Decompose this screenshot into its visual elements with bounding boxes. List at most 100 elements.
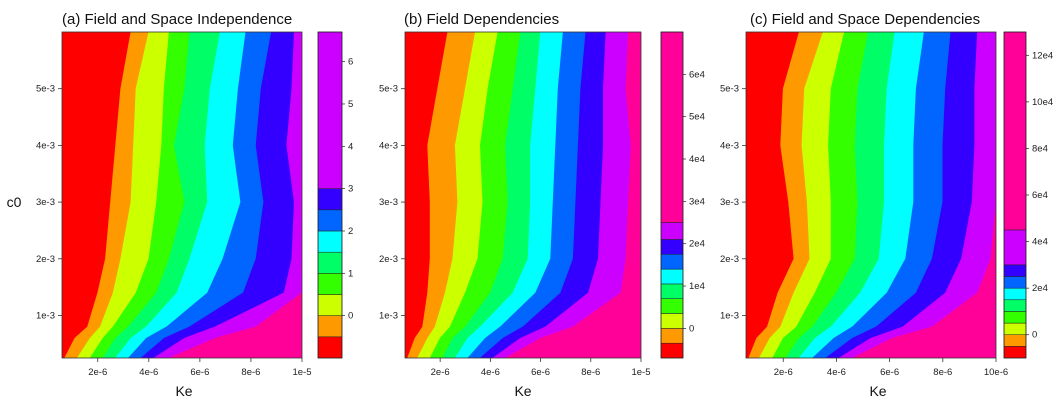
color-legend-b: 0 1e4 2e4 3e4 4e4 5e4 6e4 xyxy=(660,31,705,359)
legend-tick-label: 3e4 xyxy=(689,196,705,207)
x-tick-label: 8e-6 xyxy=(933,367,952,378)
y-tick-label: 1e-3 xyxy=(720,310,739,321)
x-tick-label: 6e-6 xyxy=(880,367,899,378)
y-tick-label: 2e-3 xyxy=(36,254,55,265)
legend-tick-label: 2e4 xyxy=(689,239,705,250)
y-tick-label: 1e-3 xyxy=(36,310,55,321)
legend-swatch xyxy=(660,342,684,359)
x-tick-label: 8e-6 xyxy=(581,367,600,378)
legend-tick-label: 4e4 xyxy=(348,141,353,152)
contour-regions-a xyxy=(62,32,302,358)
legend-tick-label: 3e4 xyxy=(348,184,353,195)
legend-swatch xyxy=(317,188,343,211)
legend-swatch xyxy=(317,336,343,359)
legend-swatch xyxy=(317,273,343,295)
legend-frame xyxy=(660,31,684,359)
legend-tick-label: 1e4 xyxy=(689,281,705,292)
x-tick-label: 10e-6 xyxy=(984,367,1008,378)
legend-swatch xyxy=(660,283,684,299)
legend-tick-label: 2e4 xyxy=(1032,283,1048,294)
color-legend-c: 0 2e4 4e4 6e4 8e4 10e4 12e4 xyxy=(1003,31,1053,359)
x-tick-label: 8e-6 xyxy=(241,367,260,378)
legend-swatch xyxy=(1003,322,1027,335)
legend-swatch xyxy=(317,315,343,338)
legend-swatch xyxy=(317,251,343,274)
legend-swatch xyxy=(1003,334,1027,347)
legend-swatch xyxy=(1003,276,1027,289)
y-tick-label: 5e-3 xyxy=(720,84,739,95)
legend-tick-label: 1e4 xyxy=(348,268,353,279)
x-tick-label: 1e-5 xyxy=(631,367,650,378)
plot-title-c: (c) Field and Space Dependencies xyxy=(750,11,980,28)
y-tick-label: 3e-3 xyxy=(36,197,55,208)
legend-tick-label: 5e4 xyxy=(689,112,705,123)
legend-tick-label: 6e4 xyxy=(348,57,353,68)
legend-tick-label: 6e4 xyxy=(1032,190,1048,201)
legend-swatch xyxy=(1003,264,1027,277)
contour-regions-b xyxy=(405,32,641,358)
legend-tick-label: 2e4 xyxy=(348,226,353,237)
y-tick-label: 4e-3 xyxy=(379,140,398,151)
y-tick-label: 1e-3 xyxy=(379,310,398,321)
y-tick-label: 2e-3 xyxy=(720,254,739,265)
x-tick-label: 6e-6 xyxy=(190,367,209,378)
x-tick-label: 2e-6 xyxy=(88,367,107,378)
legend-swatch xyxy=(317,230,343,253)
y-tick-label: 5e-3 xyxy=(36,84,55,95)
x-tick-label: 1e-5 xyxy=(292,367,311,378)
y-tick-label: 4e-3 xyxy=(720,140,739,151)
contour-plot-b: (b) Field Dependencies Ke 2e-6 4e-6 6e-6 8e… xyxy=(379,11,705,399)
legend-swatch xyxy=(660,239,684,255)
x-axis-label-a: Ke xyxy=(175,383,192,399)
x-tick-label: 2e-6 xyxy=(774,367,793,378)
contour-band-10 xyxy=(169,32,302,358)
legend-swatch xyxy=(1003,311,1027,324)
y-tick-label: 3e-3 xyxy=(379,197,398,208)
y-axis-label-a: c0 xyxy=(7,194,22,210)
legend-tick-label: 0 xyxy=(348,311,353,322)
y-tick-label: 2e-3 xyxy=(379,254,398,265)
legend-tick-label: 5e4 xyxy=(348,99,353,110)
legend-swatch xyxy=(660,254,684,270)
x-tick-label: 6e-6 xyxy=(531,367,550,378)
legend-swatch xyxy=(317,209,343,232)
contour-band-9 xyxy=(838,32,996,358)
legend-swatch xyxy=(317,294,343,316)
legend-tick-label: 10e4 xyxy=(1032,97,1053,108)
legend-swatch xyxy=(1003,229,1027,266)
contour-band-11 xyxy=(520,32,641,358)
plot-frame-a xyxy=(61,31,303,359)
y-tick-label: 5e-3 xyxy=(379,84,398,95)
legend-swatch xyxy=(1003,299,1027,312)
contour-plot-c: (c) Field and Space Dependencies Ke 2e-6… xyxy=(720,11,1053,399)
legend-tick-label: 12e4 xyxy=(1032,50,1053,61)
legend-swatch xyxy=(1003,287,1027,301)
color-legend-a: 0 1e4 2e4 3e4 4e4 5e4 6e4 xyxy=(317,31,353,359)
plot-title-a: (a) Field and Space Independence xyxy=(62,11,292,28)
legend-swatch xyxy=(1003,31,1027,231)
plot-title-b: (b) Field Dependencies xyxy=(404,11,559,28)
legend-swatch xyxy=(660,222,684,240)
y-tick-label: 4e-3 xyxy=(36,140,55,151)
x-tick-label: 4e-6 xyxy=(481,367,500,378)
legend-swatch xyxy=(660,328,684,344)
panel-b: (b) Field Dependencies Ke 2e-6 4e-6 6e-6 8e… xyxy=(353,0,706,405)
plot-frame-b xyxy=(404,31,642,359)
x-axis-label-b: Ke xyxy=(514,383,531,399)
legend-swatch xyxy=(317,31,343,189)
legend-tick-label: 0 xyxy=(1032,330,1037,341)
y-tick-label: 3e-3 xyxy=(720,197,739,208)
contour-regions-c xyxy=(746,32,996,358)
legend-frame xyxy=(317,31,343,359)
contour-band-10 xyxy=(504,32,641,358)
contour-band-9 xyxy=(153,32,302,358)
legend-tick-label: 4e4 xyxy=(1032,237,1048,248)
legend-tick-label: 8e4 xyxy=(1032,143,1048,154)
contour-plot-a: (a) Field and Space Independence c0 Ke 2… xyxy=(7,11,353,399)
legend-swatch xyxy=(1003,346,1027,359)
panel-a: (a) Field and Space Independence c0 Ke 2… xyxy=(0,0,353,405)
x-tick-label: 2e-6 xyxy=(431,367,450,378)
x-tick-label: 4e-6 xyxy=(827,367,846,378)
x-axis-label-c: Ke xyxy=(869,383,886,399)
contour-band-11 xyxy=(868,32,996,358)
